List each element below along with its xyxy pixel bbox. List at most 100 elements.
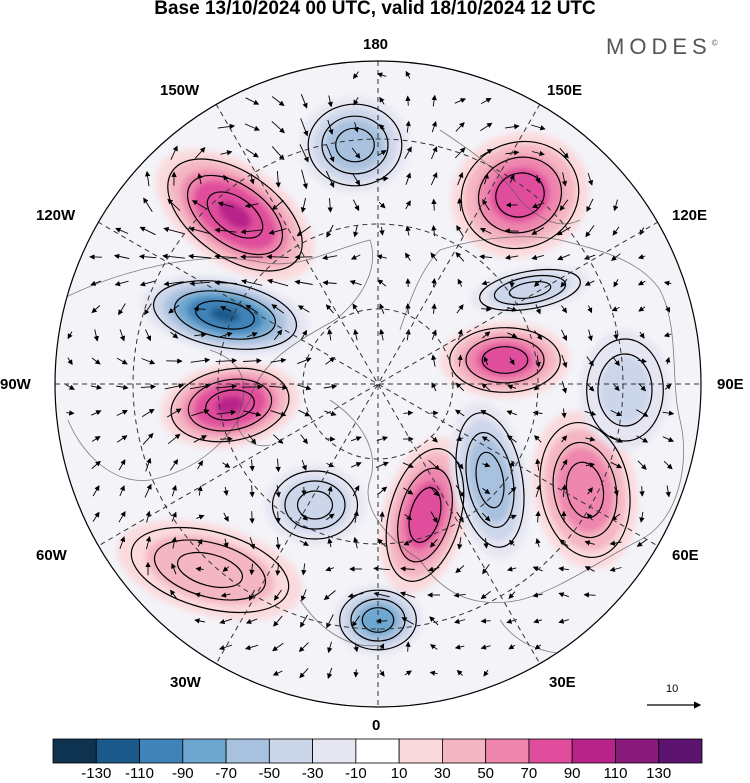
wind-arrow [379,227,385,236]
wind-arrow [456,461,464,470]
wind-arrow [353,669,359,678]
wind-arrow [90,280,102,286]
lon-label-120w: 120W [36,207,76,224]
wind-arrow [301,329,308,340]
wind-arrow [556,226,571,236]
wind-arrow [531,150,545,157]
wind-arrow [481,436,490,442]
wind-arrow [456,304,464,314]
wind-arrow [271,96,285,107]
wind-arrow [65,384,75,390]
wind-arrow [163,281,184,287]
colorbar-swatch [398,738,443,764]
wind-arrow [118,511,126,523]
wind-arrow [587,172,594,186]
wind-arrow [405,95,411,106]
aleutian-low-contour [321,115,389,175]
wind-arrow [508,644,516,650]
wind-arrow [190,357,211,363]
wind-arrow [379,303,385,314]
wind-arrow [145,329,152,342]
wind-arrow [352,71,359,80]
scandinavia-high-contour [408,487,442,543]
wind-arrow [509,460,515,469]
wind-arrow [162,253,185,259]
wind-arrow [399,591,416,598]
wind-arrow [189,280,210,287]
wind-arrow [636,539,647,547]
wind-arrow [139,226,156,236]
wind-arrow [507,486,517,495]
wind-arrow [455,485,465,498]
wind-arrow [167,198,181,211]
wind-arrow [91,460,101,469]
wind-arrow [67,357,73,366]
wind-arrow [353,536,359,549]
wind-arrow [483,538,489,549]
wind-arrow [609,540,622,546]
wind-arrow [479,254,493,260]
wind-arrow [300,118,309,137]
wind-arrow [327,667,333,679]
wind-arrow [535,538,541,548]
wind-arrow [479,149,493,157]
wind-arrow [535,174,541,184]
wind-arrow [637,254,646,260]
lon-label-60w: 60W [36,547,67,564]
wind-arrow [353,122,359,133]
wind-arrow [223,174,229,183]
colorbar-tick-label: -50 [258,765,281,782]
wind-arrow [610,253,621,261]
wind-arrow [613,486,619,497]
wind-arrow [430,252,438,262]
wind-arrow [168,304,180,314]
graticule [55,61,701,707]
colorbar-tick-label: -70 [215,765,237,782]
wind-arrow [267,278,289,287]
wind-arrow [139,280,156,287]
wind-arrow [402,462,414,468]
kara-high-contour [481,346,529,374]
wind-arrow [170,458,179,471]
wind-arrow [636,435,649,443]
wind-arrow [481,512,491,522]
wind-arrow [301,563,307,576]
wind-arrow [171,511,177,522]
central-asia-low-contour [597,353,653,427]
wind-arrow [323,590,336,601]
wind-arrow [665,485,671,498]
labrador-high-contour [170,367,290,443]
wind-arrow [143,197,153,212]
wind-arrow [557,254,571,261]
greenland-low-contour [284,480,346,530]
wind-arrow [352,303,360,315]
wind-arrow [194,332,207,338]
wind-arrow [217,201,234,208]
wind-arrow [431,94,437,107]
wind-arrow [403,487,414,495]
wind-arrow [273,589,282,601]
wind-arrow [273,329,283,341]
wind-arrow [663,332,672,338]
ural-low-contour [475,451,505,509]
east-siberia-high-contour [460,140,580,250]
wind-arrow [245,304,259,314]
wind-arrow [404,513,413,521]
wind-arrow [325,357,336,365]
wind-arrow [327,485,333,496]
wind-arrow [193,306,206,312]
wind-arrow [665,305,671,313]
wind-arrow [609,566,622,572]
wind-arrow [300,197,307,213]
wind-arrow [271,146,285,161]
wind-arrow [353,329,359,341]
wind-arrow [266,254,289,260]
wind-arrow [403,540,412,546]
wind-arrow [535,355,541,368]
lon-label-150w: 150W [160,82,200,99]
wind-arrow [350,254,361,260]
wind-arrow [482,488,491,495]
wind-arrow [299,668,309,679]
wind-arrow [197,538,203,547]
wind-arrow [170,331,179,339]
